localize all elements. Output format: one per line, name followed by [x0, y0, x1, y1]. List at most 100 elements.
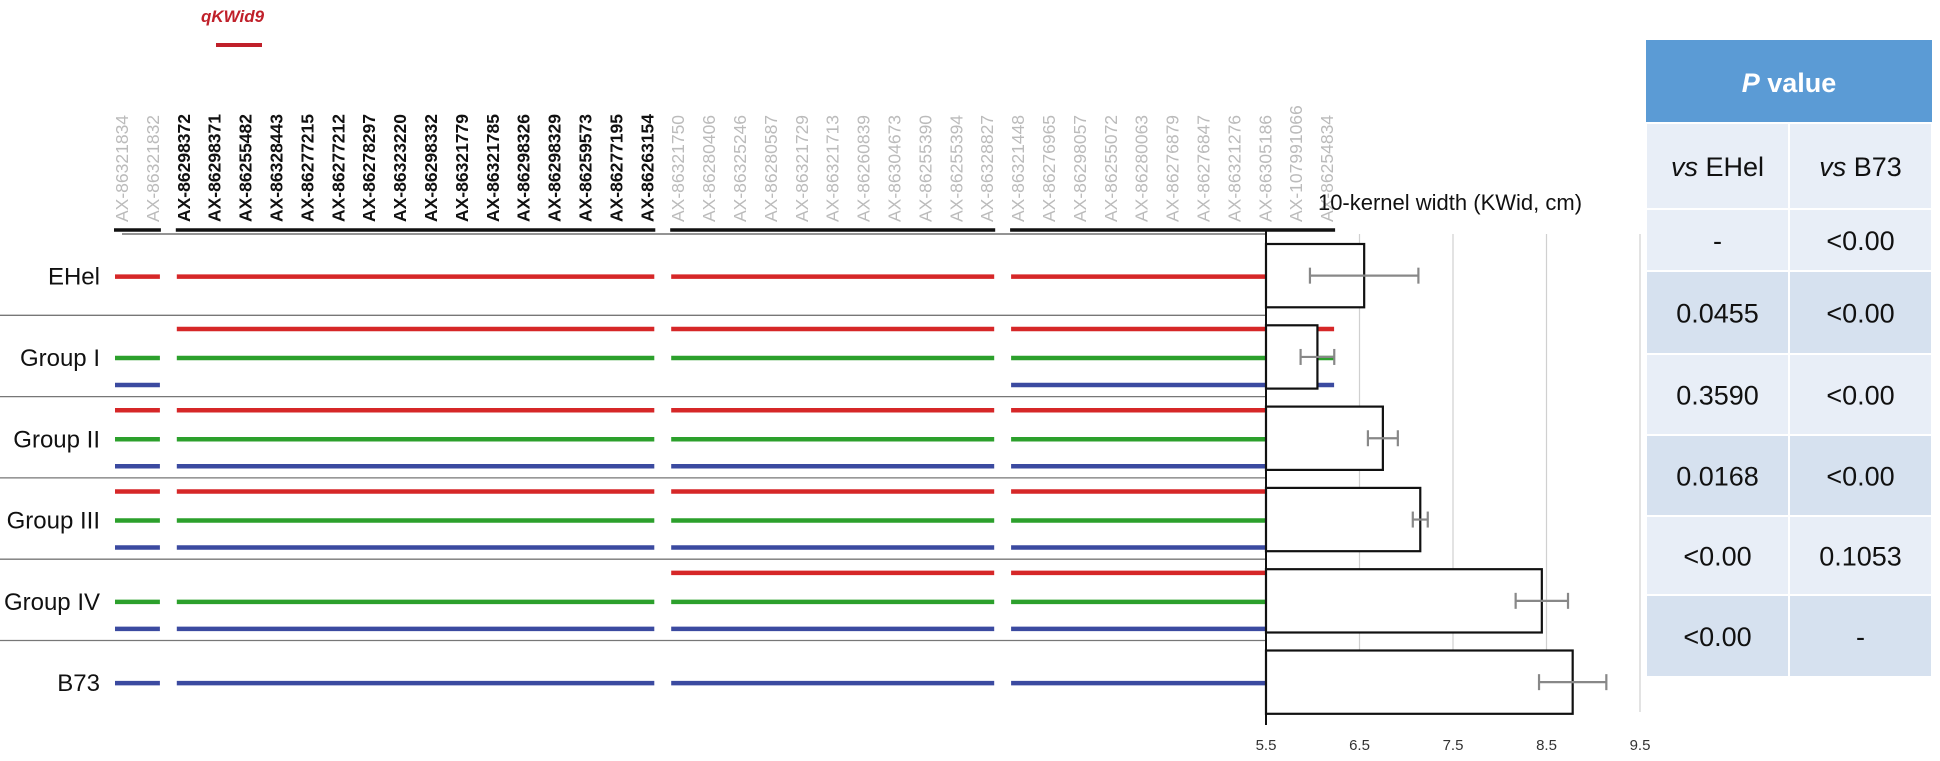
group-row: EHel [48, 264, 1335, 291]
marker-label: AX-86298372 [174, 114, 194, 222]
table-cell [1790, 272, 1931, 353]
marker-label: AX-86298371 [205, 114, 225, 222]
table-cell [1790, 436, 1931, 515]
bar [1264, 405, 1384, 472]
table-cell [1790, 355, 1931, 434]
p-value: 0.0168 [1676, 462, 1759, 492]
bar [1264, 649, 1574, 715]
marker-label: AX-86276879 [1163, 115, 1183, 222]
marker-label: AX-86255394 [946, 115, 966, 222]
marker-label: AX-86325246 [730, 115, 750, 222]
p-value: <0.00 [1683, 542, 1751, 572]
marker-label: AX-86328443 [267, 114, 287, 222]
marker-label: AX-86263154 [637, 114, 657, 222]
group-label: Group II [13, 426, 100, 453]
table-header-cell [1646, 40, 1932, 122]
column-header-cell [1647, 124, 1788, 208]
p-value: <0.00 [1826, 462, 1894, 492]
table-cell [1790, 210, 1931, 270]
p-value: - [1856, 622, 1865, 652]
column-header-cell [1790, 124, 1931, 208]
group-label: Group I [20, 345, 100, 372]
marker-label: AX-86255482 [236, 114, 256, 222]
p-value: 0.1053 [1819, 542, 1902, 572]
column-header: vs B73 [1819, 152, 1902, 182]
header-rest: value [1760, 68, 1837, 98]
marker-label: AX-86304673 [885, 115, 905, 222]
group-label: Group III [7, 508, 100, 535]
qtl-label: qKWid9 [201, 7, 265, 26]
kernel-width-chart: 10-kernel width (KWid, cm) 5.5 6.5 7.5 8.5 9… [1256, 190, 1651, 754]
group-label: Group IV [4, 589, 100, 616]
table-cell [1647, 355, 1788, 434]
marker-label: AX-86277215 [297, 114, 317, 222]
marker-label: AX-86321276 [1224, 115, 1244, 222]
col-rest: B73 [1846, 152, 1902, 182]
p-value: - [1713, 226, 1722, 256]
x-tick-label: 6.5 [1349, 737, 1370, 754]
marker-label: AX-86298326 [514, 114, 534, 222]
marker-label: AX-86328827 [977, 115, 997, 222]
bar [1264, 486, 1422, 553]
marker-label: AX-86254834 [1317, 115, 1337, 222]
marker-label: AX-86321750 [668, 115, 688, 222]
marker-label: AX-86321834 [112, 115, 132, 222]
table-cell [1647, 272, 1788, 353]
group-label: EHel [48, 264, 100, 291]
x-tick-label: 8.5 [1536, 737, 1557, 754]
table-cell [1790, 517, 1931, 594]
p-value: <0.00 [1826, 299, 1894, 329]
marker-label: AX-86323220 [390, 114, 410, 222]
p-value: <0.00 [1826, 381, 1894, 411]
group-row: Group III [0, 477, 1335, 550]
group-row: B73 [0, 639, 1335, 697]
marker-label: AX-86321779 [452, 114, 472, 222]
marker-label: AX-86255390 [915, 115, 935, 222]
group-label: B73 [57, 670, 100, 697]
group-row: Group II [0, 395, 1335, 469]
x-tick-label: 7.5 [1443, 737, 1464, 754]
marker-label: AX-86321448 [1008, 115, 1028, 222]
bar [1264, 568, 1543, 634]
marker-label: AX-86280406 [699, 115, 719, 222]
col-italic: vs [1819, 152, 1846, 182]
table-cell [1647, 210, 1788, 270]
x-tick-label: 5.5 [1256, 737, 1277, 754]
column-header: vs EHel [1671, 152, 1764, 182]
marker-label: AX-86321785 [483, 114, 503, 222]
table-cell [1790, 596, 1931, 676]
marker-label: AX-86255072 [1101, 115, 1121, 222]
p-value: 0.0455 [1676, 299, 1759, 329]
table-header: P value [1742, 68, 1837, 98]
marker-label: AX-86276847 [1194, 115, 1214, 222]
p-value: <0.00 [1826, 226, 1894, 256]
table-cell [1647, 596, 1788, 676]
marker-label: AX-86278297 [359, 114, 379, 222]
group-row: Group IV [0, 558, 1335, 632]
marker-label: AX-86321729 [792, 115, 812, 222]
col-italic: vs [1671, 152, 1698, 182]
p-value: 0.3590 [1676, 381, 1759, 411]
marker-label: AX-107991066 [1286, 105, 1306, 222]
marker-label: AX-86277212 [328, 114, 348, 222]
marker-label: AX-86298329 [545, 114, 565, 222]
group-row: Group I [0, 314, 1335, 388]
marker-label: AX-86276965 [1039, 115, 1059, 222]
marker-label: AX-86298332 [421, 114, 441, 222]
chart-title: 10-kernel width (KWid, cm) [1318, 190, 1582, 215]
genotype-groups: EHel Group I Group II Group III Group IV B73 [0, 233, 1335, 697]
col-rest: EHel [1698, 152, 1764, 182]
p-value: <0.00 [1683, 622, 1751, 652]
marker-label: AX-86259573 [576, 114, 596, 222]
x-tick-label: 9.5 [1630, 737, 1651, 754]
qtl-marker: qKWid9 [201, 7, 265, 47]
marker-label: AX-86260839 [854, 115, 874, 222]
marker-label: AX-86280587 [761, 115, 781, 222]
table-cell [1647, 517, 1788, 594]
header-italic: P [1742, 68, 1761, 98]
marker-label: AX-86280063 [1132, 115, 1152, 222]
marker-label: AX-86321713 [823, 115, 843, 222]
marker-labels: AX-86321834 AX-86321832 AX-86298372 AX-8629… [112, 105, 1337, 222]
